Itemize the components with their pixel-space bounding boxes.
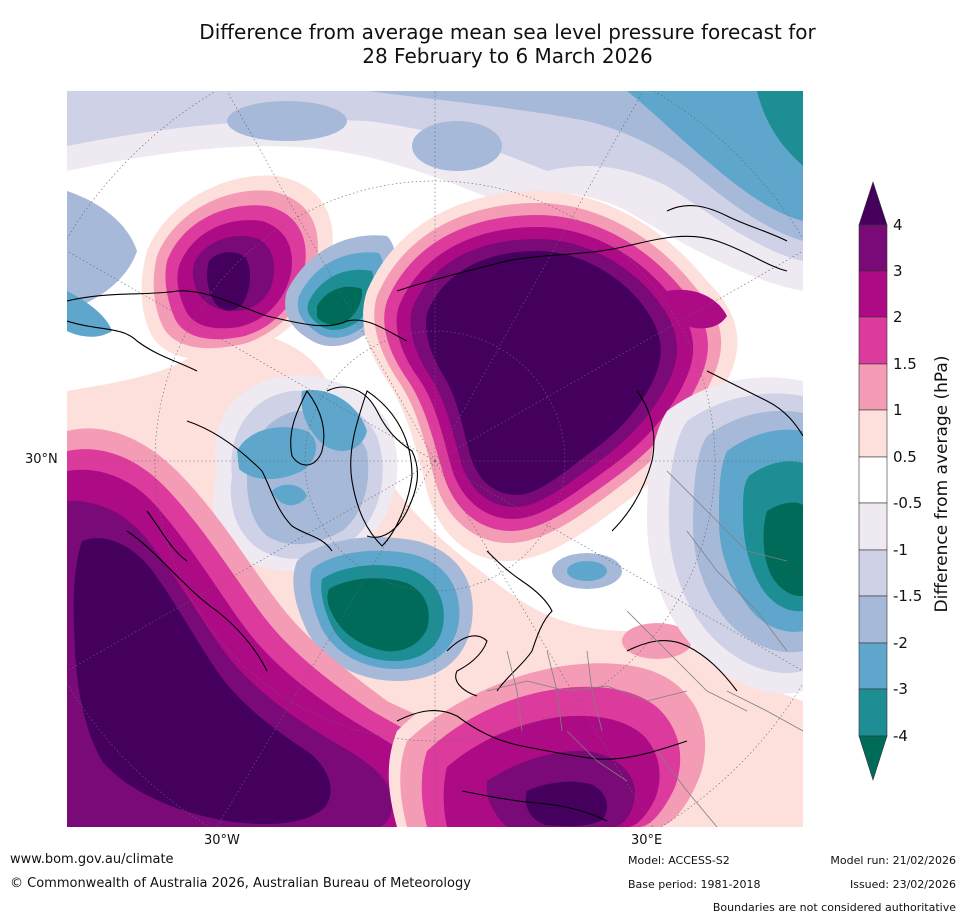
colorbar-extend-top	[858, 181, 888, 226]
colorbar-segment-neutral	[858, 456, 888, 504]
lon-label-30e: 30°E	[631, 833, 663, 848]
colorbar-tick-m1: -1	[893, 541, 908, 559]
colorbar-segment-m1-m0.5	[858, 502, 888, 551]
lon-label-30w: 30°W	[204, 833, 240, 848]
colorbar-tick-3: 3	[893, 262, 903, 280]
title-line-1: Difference from average mean sea level p…	[199, 20, 816, 44]
colorbar-tick-0.5: 0.5	[893, 448, 917, 466]
bering-positive-anomaly	[141, 175, 333, 360]
coastlines	[67, 205, 803, 822]
alaska-negative-anomaly	[285, 235, 397, 347]
colorbar-segment-0.5-1	[858, 409, 888, 458]
title-line-2: 28 February to 6 March 2026	[362, 44, 653, 68]
lat-label-30n: 30°N	[25, 452, 58, 467]
siberia-positive-anomaly	[363, 191, 738, 561]
footer-website[interactable]: www.bom.gov.au/climate	[10, 852, 174, 867]
norwegian-sea-negative-anomaly	[293, 537, 473, 681]
footer-base-period: Base period: 1981-2018	[628, 878, 761, 891]
colorbar-tick-4: 4	[893, 216, 903, 234]
colorbar-segment-2-3	[858, 270, 888, 318]
greenland-negative-anomaly	[213, 375, 398, 572]
colorbar-tick-m1.5: -1.5	[893, 587, 923, 605]
footer-issued: Issued: 23/02/2026	[849, 878, 956, 891]
colorbar-extend-bottom	[858, 735, 888, 781]
negative-anomaly-north	[67, 91, 803, 337]
footer-model: Model: ACCESS-S2	[628, 854, 730, 867]
colorbar-segment-3-4	[858, 224, 888, 272]
colorbar-tick-1.5: 1.5	[893, 355, 917, 373]
footer-copyright: © Commonwealth of Australia 2026, Austra…	[10, 876, 471, 891]
colorbar-tick-1: 1	[893, 401, 903, 419]
colorbar-tick-2: 2	[893, 308, 903, 326]
footer-model-run: Model run: 21/02/2026	[830, 854, 956, 867]
colorbar-tick-m4: -4	[893, 727, 908, 745]
pressure-anomaly-map[interactable]	[67, 91, 803, 827]
colorbar-tick-m0.5: -0.5	[893, 494, 923, 512]
chart-title: Difference from average mean sea level p…	[0, 20, 965, 68]
colorbar-segment-1.5-2	[858, 316, 888, 365]
footer-disclaimer: Boundaries are not considered authoritat…	[712, 901, 956, 914]
colorbar-segment-m4-m3	[858, 688, 888, 737]
colorbar	[858, 181, 888, 781]
colorbar-segment-1-1.5	[858, 363, 888, 411]
colorbar-title: Difference from average (hPa)	[932, 355, 952, 613]
colorbar-segment-m1.5-m1	[858, 549, 888, 597]
colorbar-segment-m2-m1.5	[858, 595, 888, 644]
colorbar-tick-m3: -3	[893, 680, 908, 698]
central-asia-negative-anomaly	[552, 377, 803, 694]
pacific-positive-anomaly	[67, 428, 491, 827]
country-boundaries	[486, 470, 803, 827]
colorbar-segment-m3-m2	[858, 642, 888, 690]
mediterranean-positive-anomaly	[388, 623, 721, 827]
colorbar-tick-m2: -2	[893, 634, 908, 652]
graticule	[67, 91, 803, 827]
